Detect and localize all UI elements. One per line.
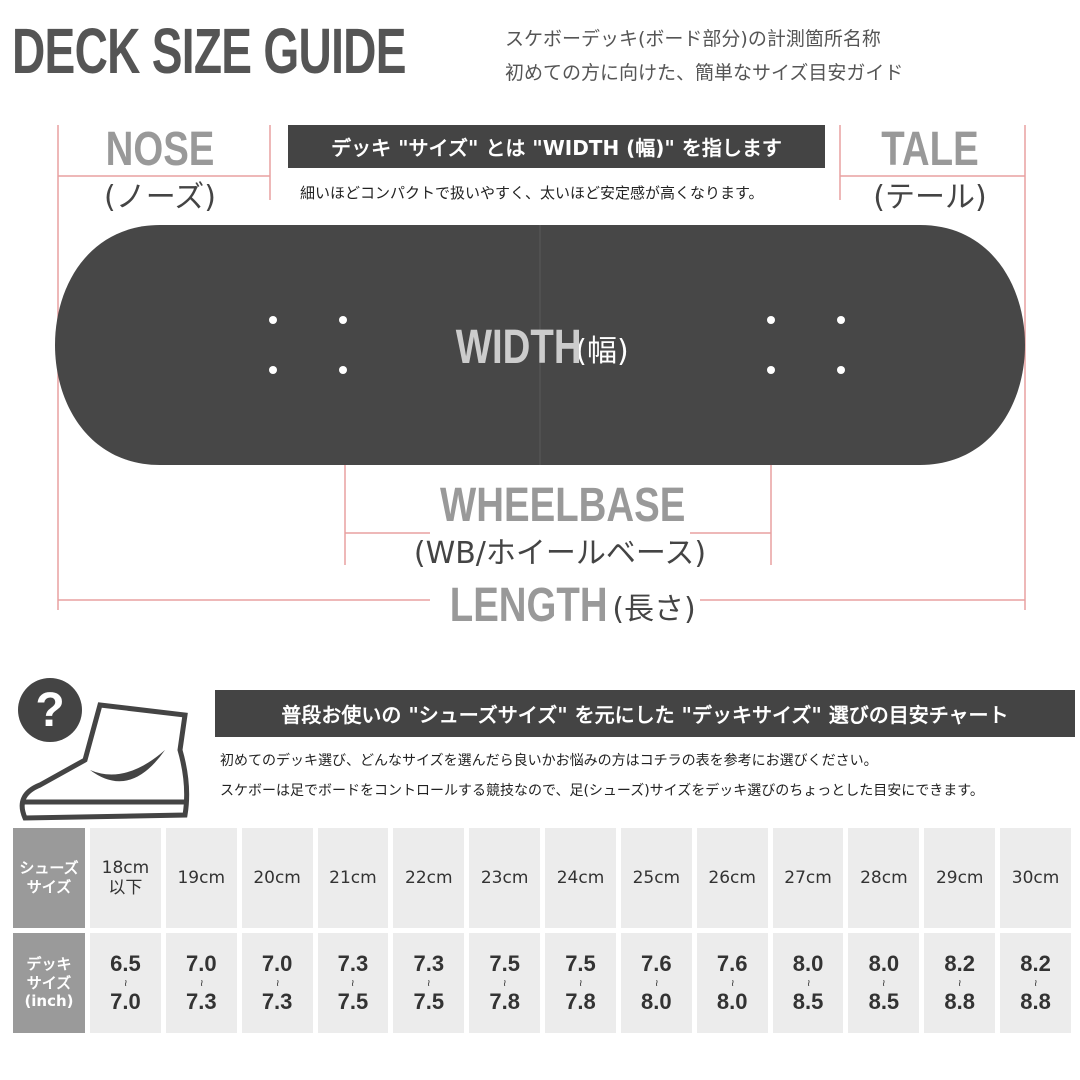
range-separator: ~ xyxy=(801,979,816,987)
chart-banner: 普段お使いの "シューズサイズ" を元にした "デッキサイズ" 選びの目安チャー… xyxy=(215,690,1075,737)
shoe-size: 25cm xyxy=(620,828,692,928)
deck-min: 8.2 xyxy=(1020,951,1051,976)
shoe-size: 20cm xyxy=(241,828,313,928)
title: DECK SIZE GUIDE xyxy=(12,15,406,87)
deck-size: 7.5 ~7.8 xyxy=(469,933,541,1033)
deck-min: 8.2 xyxy=(944,951,976,976)
deck-max: 7.0 xyxy=(110,989,141,1014)
deck-min: 7.0 xyxy=(185,951,217,976)
deck-size: 8.0 ~8.5 xyxy=(848,933,920,1033)
deck-size: 7.5 ~7.8 xyxy=(545,933,616,1033)
deck-size: 8.2 ~8.8 xyxy=(1000,933,1071,1033)
chart-note: 初めてのデッキ選び、どんなサイズを選んだら良いかお悩みの方はコチラの表を参考にお… xyxy=(220,753,878,769)
shoe-size: 30cm xyxy=(1000,828,1071,928)
deck-min: 8.0 xyxy=(792,951,824,976)
shoe-size: 22cm xyxy=(393,828,465,928)
deck-diagram xyxy=(55,125,1026,610)
shoe-size: 26cm xyxy=(696,828,768,928)
deck-size: 8.0 ~8.5 xyxy=(772,933,844,1033)
range-separator: ~ xyxy=(725,979,740,987)
deck-size: 8.2 ~8.8 xyxy=(924,933,996,1033)
range-separator: ~ xyxy=(1028,979,1043,987)
tail-sub: (テール) xyxy=(873,180,987,215)
deck-size: 7.6 ~8.0 xyxy=(620,933,692,1033)
deck-size: 6.5 ~7.0 xyxy=(90,933,161,1033)
banner-note: 細いほどコンパクトで扱いやすく、太いほど安定感が高くなります。 xyxy=(300,184,764,202)
deck-min: 7.5 xyxy=(489,951,520,976)
deck-size: 7.0 ~7.3 xyxy=(165,933,237,1033)
deck-max: 7.3 xyxy=(185,989,217,1014)
shoe-size: 27cm xyxy=(772,828,844,928)
deck-max: 8.8 xyxy=(944,989,976,1014)
range-separator: ~ xyxy=(876,979,891,987)
deck-size: 7.6 ~8.0 xyxy=(696,933,768,1033)
deck-max: 7.8 xyxy=(565,989,596,1014)
deck-min: 8.0 xyxy=(868,951,900,976)
range-separator: ~ xyxy=(573,979,588,987)
deck-max: 7.8 xyxy=(489,989,520,1014)
size-table: シューズ サイズ 18cm 以下 19cm 20cm 21cm 22cm 23cm 24cm 2… xyxy=(13,828,1071,1033)
range-separator: ~ xyxy=(194,979,209,987)
range-separator: ~ xyxy=(345,979,360,987)
chart-note: スケボーは足でボードをコントロールする競技なので、足(シューズ)サイズをデッキ選… xyxy=(220,783,984,799)
row-header: デッキ サイズ (inch) xyxy=(13,933,85,1033)
range-separator: ~ xyxy=(952,979,967,987)
deck-min: 7.5 xyxy=(565,951,596,976)
range-separator: ~ xyxy=(118,979,133,987)
nose-label: NOSE xyxy=(105,123,215,176)
deck-max: 8.0 xyxy=(716,989,748,1014)
width-banner: デッキ "サイズ" とは "WIDTH (幅)" を指します xyxy=(288,125,825,168)
shoe-size: 21cm xyxy=(317,828,389,928)
deck-size: 7.0 ~7.3 xyxy=(241,933,313,1033)
width-sub: (幅) xyxy=(575,333,629,369)
range-separator: ~ xyxy=(421,979,436,987)
shoe-size: 18cm 以下 xyxy=(90,828,161,928)
range-separator: ~ xyxy=(497,979,512,987)
deck-max: 7.5 xyxy=(413,989,445,1014)
deck-min: 6.5 xyxy=(110,951,141,976)
range-separator: ~ xyxy=(649,979,664,987)
width-group: WIDTH (幅) xyxy=(440,320,629,375)
deck-max: 7.5 xyxy=(337,989,369,1014)
deck-max: 8.0 xyxy=(641,989,672,1014)
question-icon: ? xyxy=(18,678,82,742)
deck-size: 7.3 ~7.5 xyxy=(393,933,465,1033)
range-separator: ~ xyxy=(270,979,285,987)
subtitle: 初めての方に向けた、簡単なサイズ目安ガイド xyxy=(505,62,904,84)
deck-min: 7.3 xyxy=(337,951,369,976)
deck-max: 7.3 xyxy=(261,989,293,1014)
row-header: シューズ サイズ xyxy=(13,828,85,928)
length-group: LENGTH (長さ) xyxy=(430,578,696,633)
deck-max: 8.5 xyxy=(792,989,824,1014)
nose-sub: (ノーズ) xyxy=(104,180,216,215)
shoe-size: 29cm xyxy=(924,828,996,928)
length-label: LENGTH xyxy=(449,579,608,632)
width-label: WIDTH xyxy=(455,321,582,374)
wheelbase-sub: (WB/ホイールベース) xyxy=(413,536,707,571)
shoe-size: 23cm xyxy=(469,828,541,928)
deck-max: 8.8 xyxy=(1020,989,1051,1014)
tail-label: TALE xyxy=(881,123,979,176)
shoe-size: 19cm xyxy=(165,828,237,928)
deck-size: 7.3 ~7.5 xyxy=(317,933,389,1033)
deck-max: 8.5 xyxy=(868,989,900,1014)
shoe-size: 28cm xyxy=(848,828,920,928)
wheelbase-label: WHEELBASE xyxy=(440,479,686,532)
length-sub: (長さ) xyxy=(612,591,696,627)
deck-min: 7.6 xyxy=(641,951,672,976)
shoe-icon xyxy=(19,702,190,821)
deck-min: 7.6 xyxy=(716,951,748,976)
shoe-size: 24cm xyxy=(545,828,616,928)
deck-min: 7.0 xyxy=(261,951,293,976)
subtitle: スケボーデッキ(ボード部分)の計測箇所名称 xyxy=(505,28,881,50)
deck-min: 7.3 xyxy=(413,951,445,976)
